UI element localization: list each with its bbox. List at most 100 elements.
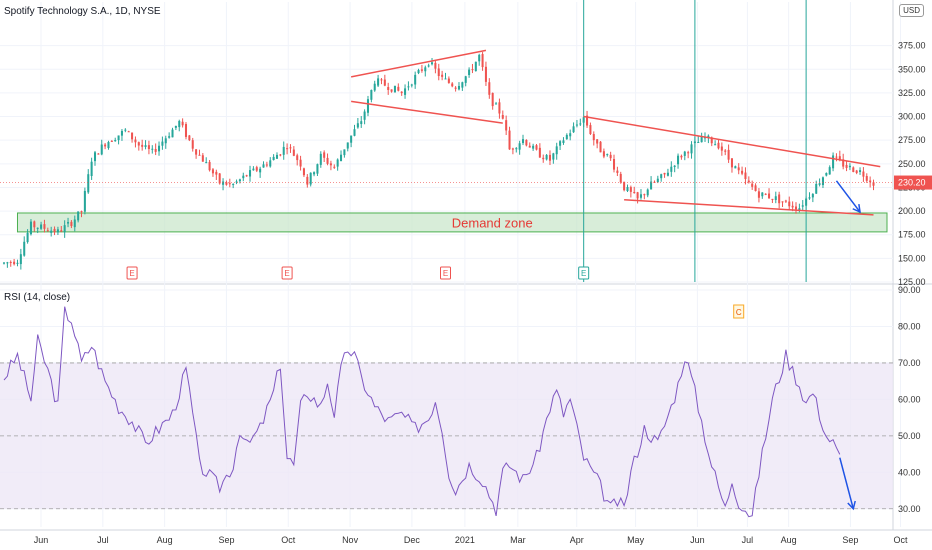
candle-body[interactable] xyxy=(865,176,868,181)
candle-body[interactable] xyxy=(505,120,508,131)
candle-body[interactable] xyxy=(40,224,43,229)
candle-body[interactable] xyxy=(353,129,356,136)
candle-body[interactable] xyxy=(171,129,174,138)
candle-body[interactable] xyxy=(559,141,562,146)
candle-body[interactable] xyxy=(714,144,717,146)
candle-body[interactable] xyxy=(528,145,531,148)
candle-body[interactable] xyxy=(461,82,464,88)
candle-body[interactable] xyxy=(313,172,316,175)
candle-body[interactable] xyxy=(424,67,427,72)
candle-body[interactable] xyxy=(360,121,363,125)
candle-body[interactable] xyxy=(2,262,6,264)
candle-body[interactable] xyxy=(811,194,814,198)
candle-body[interactable] xyxy=(218,173,221,184)
candle-body[interactable] xyxy=(77,211,80,221)
candle-body[interactable] xyxy=(774,196,777,200)
candle-body[interactable] xyxy=(478,54,481,62)
candle-body[interactable] xyxy=(629,187,632,192)
candle-body[interactable] xyxy=(19,254,22,265)
candle-body[interactable] xyxy=(387,87,390,90)
candle-body[interactable] xyxy=(673,165,676,167)
candle-body[interactable] xyxy=(579,123,582,125)
candle-body[interactable] xyxy=(188,135,191,141)
candle-body[interactable] xyxy=(521,139,525,144)
candle-body[interactable] xyxy=(9,261,12,263)
candle-body[interactable] xyxy=(589,125,592,135)
candle-body[interactable] xyxy=(734,166,737,169)
candle-body[interactable] xyxy=(292,149,295,156)
candle-body[interactable] xyxy=(612,159,616,170)
candle-body[interactable] xyxy=(13,261,16,265)
candle-body[interactable] xyxy=(700,136,703,143)
candle-body[interactable] xyxy=(181,121,184,126)
candle-body[interactable] xyxy=(697,142,700,144)
candle-body[interactable] xyxy=(687,152,690,154)
candle-body[interactable] xyxy=(336,159,339,167)
candle-body[interactable] xyxy=(545,154,548,160)
candle-body[interactable] xyxy=(215,171,218,175)
candle-body[interactable] xyxy=(535,145,538,150)
candle-body[interactable] xyxy=(114,140,117,142)
candle-body[interactable] xyxy=(848,165,851,168)
candle-body[interactable] xyxy=(761,192,764,197)
candle-body[interactable] xyxy=(670,166,673,172)
candle-body[interactable] xyxy=(80,211,83,213)
price-pane[interactable]: Demand zone E E E E xyxy=(0,0,893,282)
candle-body[interactable] xyxy=(137,142,140,146)
candle-body[interactable] xyxy=(131,132,134,140)
candle-body[interactable] xyxy=(269,160,272,167)
candle-body[interactable] xyxy=(26,232,29,243)
candle-body[interactable] xyxy=(117,135,120,141)
candle-body[interactable] xyxy=(832,155,835,169)
candle-body[interactable] xyxy=(781,201,784,203)
candle-body[interactable] xyxy=(845,164,848,168)
trendline[interactable] xyxy=(351,100,503,124)
candle-body[interactable] xyxy=(609,154,612,159)
candle-body[interactable] xyxy=(596,139,599,144)
candle-body[interactable] xyxy=(616,170,619,173)
candle-body[interactable] xyxy=(805,198,808,206)
candle-body[interactable] xyxy=(747,180,750,183)
candle-body[interactable] xyxy=(441,74,444,77)
candle-body[interactable] xyxy=(333,166,336,168)
candle-body[interactable] xyxy=(515,148,518,150)
candle-body[interactable] xyxy=(420,69,423,71)
candle-body[interactable] xyxy=(195,149,198,155)
candle-body[interactable] xyxy=(299,159,302,167)
candle-body[interactable] xyxy=(784,200,787,202)
candle-body[interactable] xyxy=(56,229,59,233)
candle-body[interactable] xyxy=(646,189,649,196)
candle-body[interactable] xyxy=(606,154,609,156)
candle-body[interactable] xyxy=(650,181,653,190)
candle-body[interactable] xyxy=(771,198,774,200)
candle-body[interactable] xyxy=(296,155,299,161)
candle-body[interactable] xyxy=(100,144,103,155)
candle-body[interactable] xyxy=(693,141,696,144)
candle-body[interactable] xyxy=(575,124,578,126)
candle-body[interactable] xyxy=(90,161,93,177)
candle-body[interactable] xyxy=(677,155,680,165)
candle-body[interactable] xyxy=(828,167,831,175)
candle-body[interactable] xyxy=(869,180,872,183)
candle-body[interactable] xyxy=(821,177,824,186)
candle-body[interactable] xyxy=(225,182,228,185)
candle-body[interactable] xyxy=(555,146,558,155)
earnings-marker[interactable] xyxy=(578,266,590,280)
candle-body[interactable] xyxy=(656,178,659,183)
candle-body[interactable] xyxy=(471,69,474,71)
candle-body[interactable] xyxy=(6,262,9,264)
candle-body[interactable] xyxy=(454,87,457,89)
candle-body[interactable] xyxy=(764,193,767,195)
candle-body[interactable] xyxy=(737,167,740,171)
candle-body[interactable] xyxy=(633,191,636,194)
candle-body[interactable] xyxy=(235,181,238,183)
candle-body[interactable] xyxy=(383,79,386,86)
candle-body[interactable] xyxy=(70,221,73,227)
candle-body[interactable] xyxy=(168,136,171,138)
candle-body[interactable] xyxy=(552,153,555,160)
candle-body[interactable] xyxy=(838,156,841,160)
candle-body[interactable] xyxy=(404,88,407,95)
price-axis[interactable]: 375.00350.00325.00300.00275.00250.00225.… xyxy=(894,41,932,287)
time-axis[interactable]: Jun Jul Aug Sep Oct Nov Dec 2021 Mar Apr May Jun Jul… xyxy=(34,535,908,545)
